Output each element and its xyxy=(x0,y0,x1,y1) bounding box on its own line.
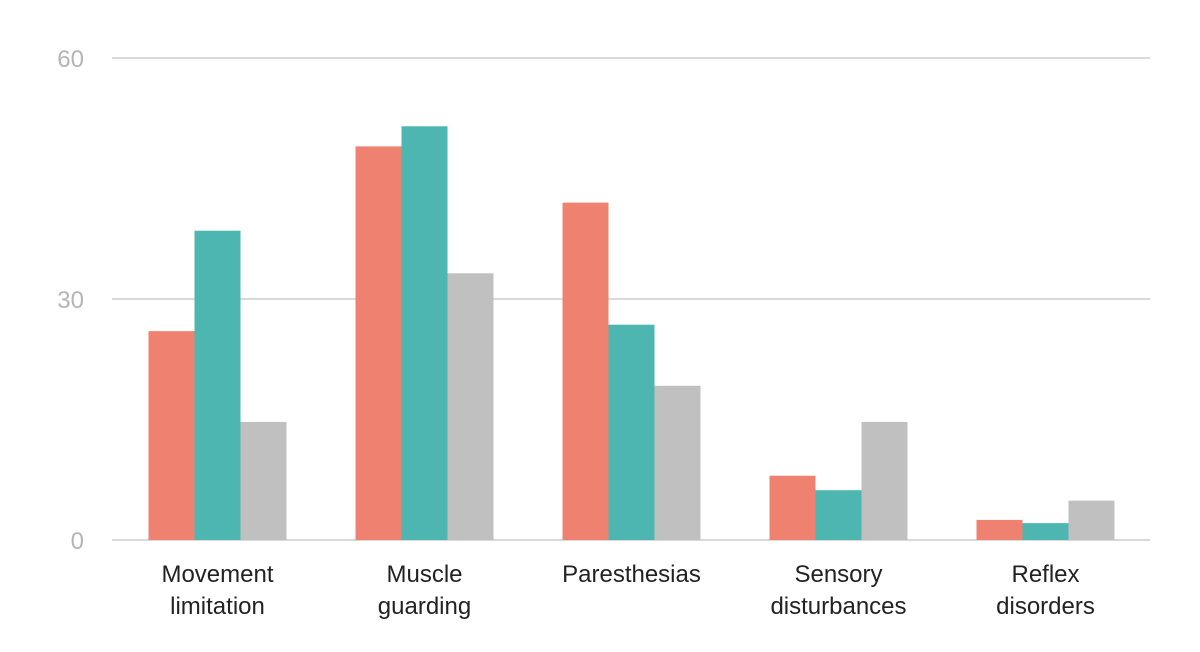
bar xyxy=(769,475,816,540)
bar xyxy=(355,146,402,540)
bar xyxy=(654,385,701,540)
x-tick-label: disorders xyxy=(996,593,1095,620)
x-tick-label: Muscle xyxy=(386,561,462,588)
y-tick-label: 30 xyxy=(57,287,84,314)
y-tick-label: 0 xyxy=(71,528,84,555)
y-tick-label: 60 xyxy=(57,46,84,73)
bar xyxy=(240,421,287,540)
x-tick-label: guarding xyxy=(378,593,471,620)
bar xyxy=(815,490,862,540)
y-axis-ticks: 0 30 60 xyxy=(57,46,84,555)
bar xyxy=(562,202,609,540)
bars xyxy=(148,126,1115,541)
x-tick-label: Reflex xyxy=(1011,561,1079,588)
x-tick-label: limitation xyxy=(170,593,265,620)
bar xyxy=(148,331,195,540)
bar xyxy=(976,519,1023,540)
bar xyxy=(1068,500,1115,540)
bar xyxy=(447,273,494,540)
x-axis-labels: Movement limitation Muscle guarding Paresthe… xyxy=(161,561,1094,620)
bar xyxy=(861,421,908,540)
bar xyxy=(1022,523,1069,540)
bar xyxy=(608,324,655,540)
x-tick-label: disturbances xyxy=(770,593,906,620)
bar xyxy=(194,230,241,540)
x-tick-label: Movement xyxy=(161,561,273,588)
x-tick-label: Paresthesias xyxy=(562,561,701,588)
x-tick-label: Sensory xyxy=(794,561,882,588)
bar xyxy=(401,126,448,541)
